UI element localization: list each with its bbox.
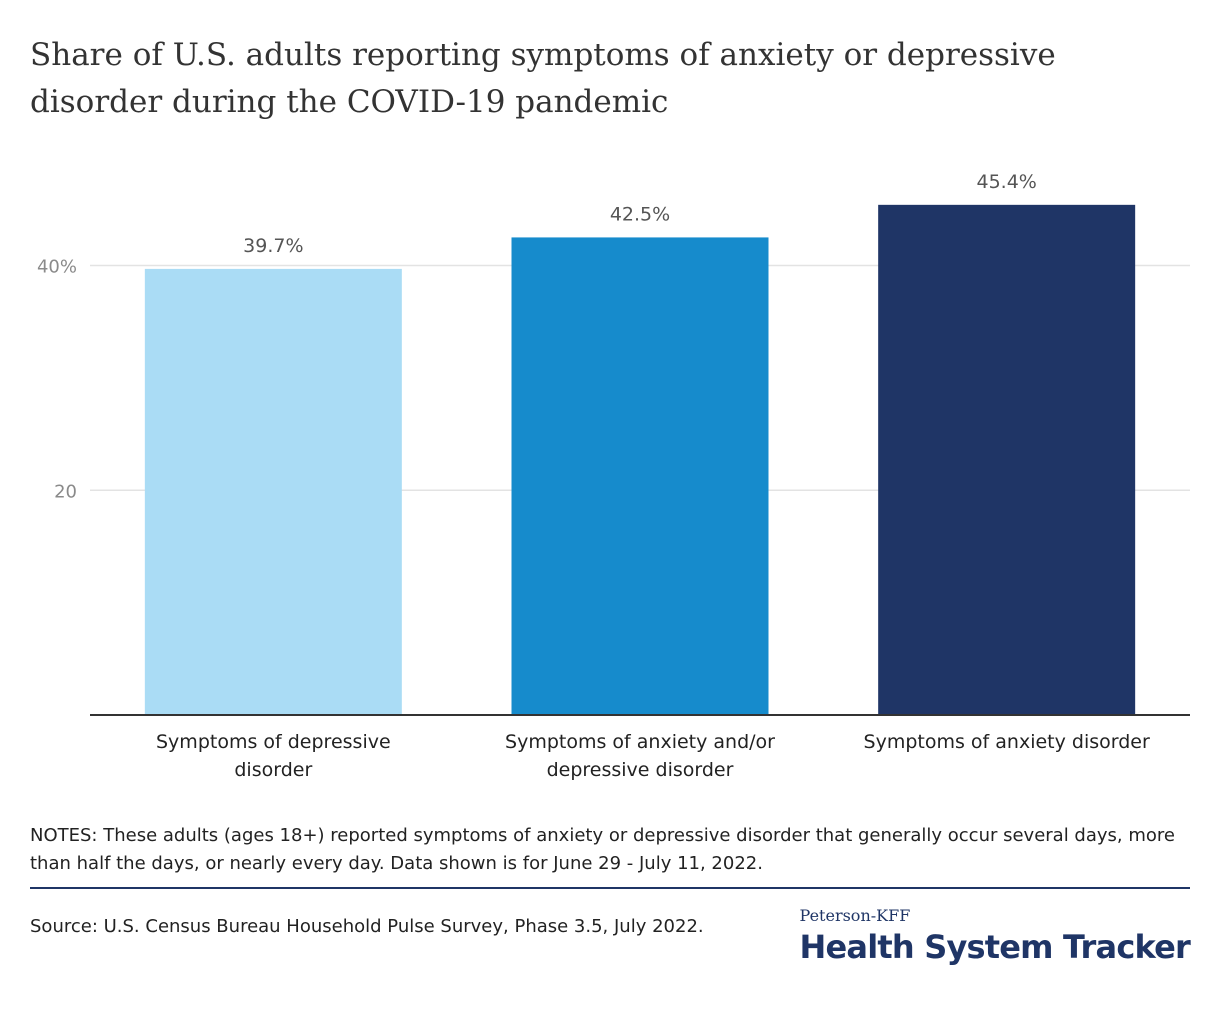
- chart-source: Source: U.S. Census Bureau Household Pul…: [30, 916, 704, 937]
- bar: [511, 237, 769, 716]
- x-category-label: Symptoms of anxiety disorder: [857, 728, 1157, 756]
- x-category-label: Symptoms of anxiety and/or depressive dis…: [490, 728, 790, 784]
- bar: [878, 204, 1136, 715]
- x-category-label-line: disorder: [234, 759, 313, 781]
- bar-value-label: 39.7%: [243, 235, 303, 257]
- bar-value-label: 42.5%: [610, 203, 670, 225]
- chart-notes: NOTES: These adults (ages 18+) reported …: [30, 825, 1175, 874]
- logo-brand-line: Peterson-KFF: [799, 906, 911, 925]
- bar: [144, 268, 402, 715]
- y-tick-label: 20: [54, 481, 77, 502]
- x-category-label-line: Symptoms of anxiety and/or: [505, 731, 775, 753]
- chart-title: Share of U.S. adults reporting symptoms …: [30, 37, 1056, 120]
- x-category-label-line: depressive disorder: [546, 759, 734, 781]
- logo-product-line: Health System Tracker: [799, 928, 1191, 966]
- x-category-label: Symptoms of depressive disorder: [123, 728, 423, 784]
- x-category-label-line: Symptoms of depressive: [156, 731, 391, 753]
- data-labels: 39.7% 42.5% 45.4%: [243, 171, 1037, 257]
- x-category-label-line: Symptoms of anxiety disorder: [863, 731, 1150, 753]
- bar-value-label: 45.4%: [976, 171, 1036, 193]
- footer-divider: [30, 887, 1190, 889]
- bar-chart: 20 40% 39.7% 42.5% 45.4%: [37, 171, 1190, 716]
- y-tick-label: 40%: [37, 257, 77, 278]
- bars: [144, 204, 1136, 716]
- publisher-logo: Peterson-KFF Health System Tracker: [799, 906, 1191, 968]
